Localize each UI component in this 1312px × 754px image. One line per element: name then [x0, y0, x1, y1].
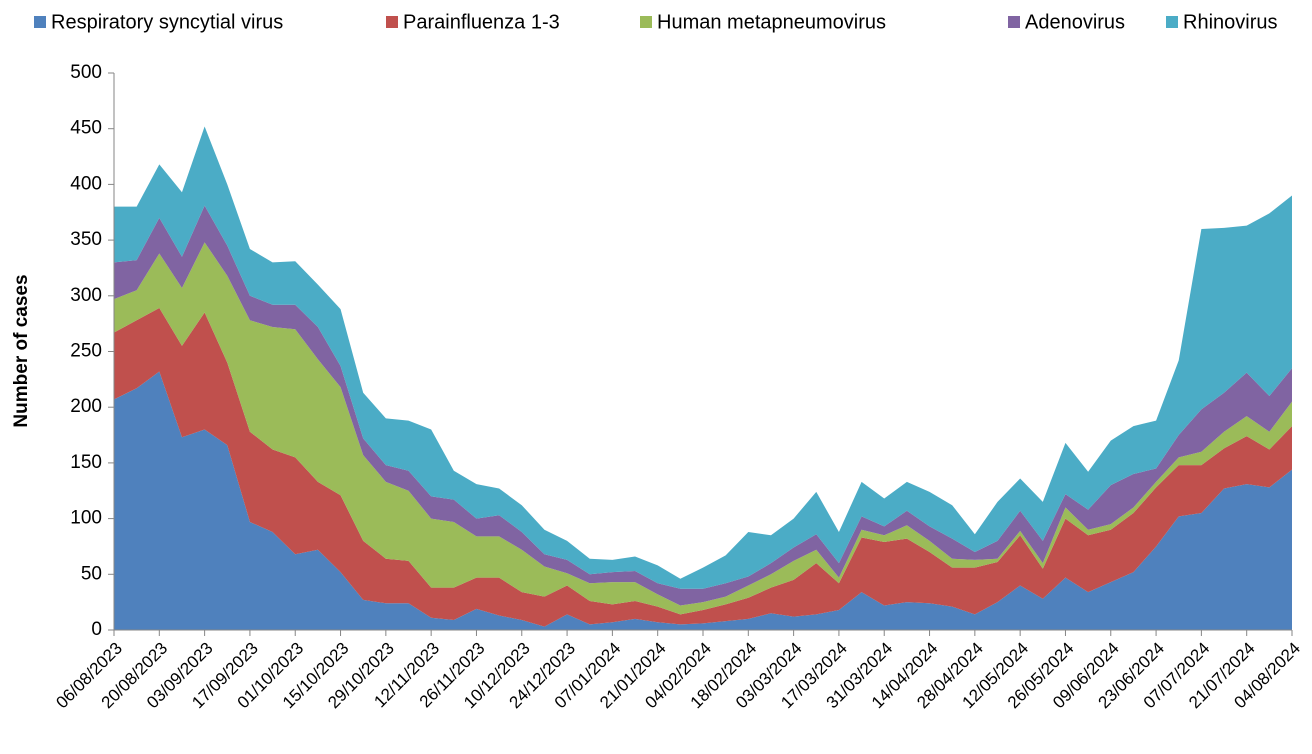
y-tick-label: 0 [91, 619, 102, 640]
legend-label: Parainfluenza 1-3 [403, 11, 560, 33]
legend-swatch [34, 16, 46, 28]
y-axis-title: Number of cases [11, 274, 32, 427]
legend-label: Rhinovirus [1183, 11, 1277, 33]
y-tick-label: 400 [70, 173, 102, 194]
area [114, 242, 1292, 615]
legend-swatch [640, 16, 652, 28]
area [114, 126, 1292, 589]
y-tick-label: 50 [81, 563, 102, 584]
legend-swatch [1008, 16, 1020, 28]
area [114, 205, 1292, 606]
y-tick-label: 200 [70, 396, 102, 417]
y-tick-label: 150 [70, 452, 102, 473]
legend-label: Adenovirus [1025, 11, 1125, 33]
y-tick-label: 500 [70, 62, 102, 83]
legend-label: Respiratory syncytial virus [51, 11, 283, 33]
area [114, 371, 1292, 630]
legend-label: Human metapneumovirus [657, 11, 886, 33]
y-tick-label: 250 [70, 341, 102, 362]
y-tick-label: 350 [70, 229, 102, 250]
y-tick-label: 100 [70, 508, 102, 529]
y-tick-label: 450 [70, 118, 102, 139]
y-tick-label: 300 [70, 285, 102, 306]
legend-swatch [386, 16, 398, 28]
legend-swatch [1166, 16, 1178, 28]
